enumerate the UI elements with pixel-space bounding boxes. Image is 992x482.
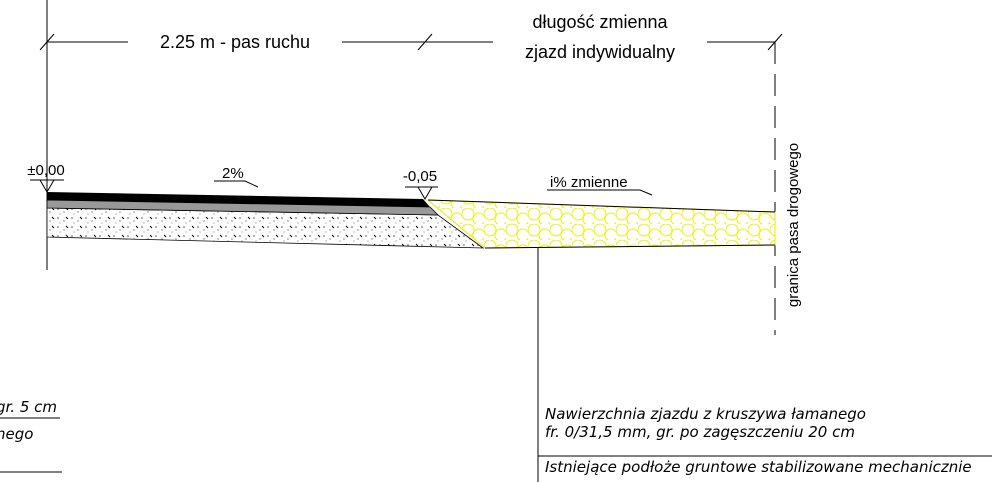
dim-label: zjazd indywidualny xyxy=(525,42,675,62)
level-marker xyxy=(417,186,433,200)
slope-arrow xyxy=(214,180,259,188)
note: Nawierzchnia zjazdu z kruszywa łamanego xyxy=(545,405,866,423)
slope-label: i% zmienne xyxy=(550,174,628,191)
slope-label: 2% xyxy=(222,165,244,182)
slope-arrow xyxy=(547,189,653,196)
note: nego xyxy=(0,425,33,443)
level-label: ±0,00 xyxy=(27,162,64,179)
note: fr. 0/31,5 mm, gr. po zagęszczeniu 20 cm xyxy=(545,423,855,441)
asphalt-layer xyxy=(47,192,430,207)
dim-tick xyxy=(39,33,55,51)
note: gr. 5 cm xyxy=(0,398,57,416)
dim-label: 2.25 m - pas ruchu xyxy=(160,32,310,52)
driveway-top xyxy=(427,199,776,213)
dim-tick xyxy=(767,33,783,51)
driveway-bottom xyxy=(484,244,776,249)
level-label: -0,05 xyxy=(403,168,437,185)
boundary-label: granica pasa drogowego xyxy=(785,143,802,307)
binder-layer xyxy=(46,199,439,216)
note: Istniejące podłoże gruntowe stabilizowan… xyxy=(545,458,972,476)
driveway-layer xyxy=(426,199,776,249)
dim-tick xyxy=(417,33,433,51)
dim-label: długość zmienna xyxy=(532,12,668,32)
